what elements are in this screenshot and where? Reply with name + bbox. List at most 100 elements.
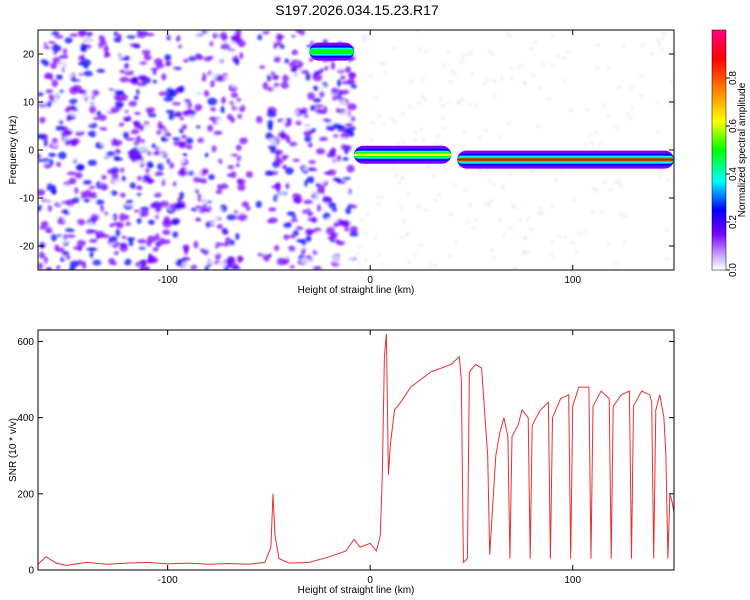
noise-speck xyxy=(292,110,300,116)
noise-speck xyxy=(447,101,451,105)
noise-speck xyxy=(577,232,581,236)
noise-speck xyxy=(331,207,338,213)
noise-speck xyxy=(214,242,225,247)
noise-speck xyxy=(344,226,349,232)
noise-speck xyxy=(280,134,286,140)
noise-speck xyxy=(75,172,83,179)
noise-speck xyxy=(163,142,173,147)
noise-speck xyxy=(137,143,148,152)
noise-speck xyxy=(164,54,172,62)
colorbar-ticks: 0.0 0.2 0.4 0.6 0.8 xyxy=(726,71,739,277)
noise-speck xyxy=(82,257,91,262)
noise-speck xyxy=(147,255,156,262)
noise-speck xyxy=(137,253,147,258)
noise-speck xyxy=(197,193,202,202)
noise-speck xyxy=(192,176,202,183)
noise-speck xyxy=(487,180,491,184)
noise-speck xyxy=(146,240,152,247)
noise-speck xyxy=(38,262,43,270)
noise-speck xyxy=(45,194,53,201)
noise-speck xyxy=(106,244,113,248)
noise-speck xyxy=(183,99,191,103)
noise-speck xyxy=(321,176,326,184)
noise-speck xyxy=(126,115,132,121)
noise-speck xyxy=(332,122,343,129)
noise-speck xyxy=(279,34,285,38)
noise-speck xyxy=(343,246,352,253)
noise-speck xyxy=(441,104,445,108)
noise-speck xyxy=(291,49,299,56)
noise-speck xyxy=(286,120,292,126)
noise-speck xyxy=(154,207,161,213)
noise-speck xyxy=(291,97,299,101)
noise-speck xyxy=(493,94,497,98)
noise-speck xyxy=(300,257,310,264)
noise-speck xyxy=(311,216,318,224)
noise-speck xyxy=(228,50,235,57)
noise-speck xyxy=(65,255,71,260)
noise-speck xyxy=(235,232,240,241)
noise-speck xyxy=(48,73,54,81)
noise-speck xyxy=(241,201,249,208)
snr-ytick-label: 400 xyxy=(17,413,34,424)
noise-speck xyxy=(217,75,225,82)
noise-speck xyxy=(204,152,209,158)
noise-speck xyxy=(376,202,380,206)
noise-speck xyxy=(529,47,533,51)
noise-speck xyxy=(136,30,142,35)
noise-speck xyxy=(349,231,359,237)
noise-speck xyxy=(164,150,172,155)
noise-speck xyxy=(175,248,183,256)
noise-speck xyxy=(89,105,97,114)
noise-speck xyxy=(305,208,312,212)
noise-speck xyxy=(83,70,93,77)
noise-speck xyxy=(419,128,423,132)
noise-speck xyxy=(512,267,516,270)
noise-speck xyxy=(92,259,102,266)
noise-speck xyxy=(178,128,184,134)
noise-speck xyxy=(132,78,138,82)
noise-speck xyxy=(52,57,61,64)
noise-speck xyxy=(225,179,231,184)
noise-speck xyxy=(50,253,58,259)
noise-speck xyxy=(84,137,90,141)
noise-speck xyxy=(220,182,229,190)
noise-speck xyxy=(267,137,278,146)
noise-speck xyxy=(152,247,159,252)
snr-ticks: -100 0 100 0 200 400 600 xyxy=(17,330,674,586)
noise-speck xyxy=(283,234,290,240)
noise-speck xyxy=(596,66,600,70)
noise-speck xyxy=(650,52,654,56)
noise-speck xyxy=(348,72,356,79)
noise-speck xyxy=(178,85,186,93)
noise-speck xyxy=(140,139,145,144)
noise-speck xyxy=(153,192,163,198)
noise-speck xyxy=(124,203,134,207)
carrier-track xyxy=(353,145,452,164)
noise-speck xyxy=(64,107,71,113)
noise-speck xyxy=(153,58,163,66)
noise-speck xyxy=(304,135,313,143)
noise-speck xyxy=(46,266,52,270)
noise-speck xyxy=(210,71,219,79)
noise-speck xyxy=(227,48,236,52)
noise-speck xyxy=(146,161,154,169)
noise-speck xyxy=(624,214,628,218)
noise-speck xyxy=(267,119,274,128)
noise-speck xyxy=(220,106,226,114)
noise-speck xyxy=(523,81,527,85)
noise-speck xyxy=(325,121,334,127)
noise-speck xyxy=(437,193,441,197)
noise-speck xyxy=(337,196,346,205)
noise-speck xyxy=(522,249,526,253)
noise-speck xyxy=(150,203,158,209)
noise-speck xyxy=(84,92,94,99)
noise-speck xyxy=(427,165,431,169)
noise-speck xyxy=(165,42,176,46)
snr-ytick-label: 600 xyxy=(17,337,34,348)
noise-speck xyxy=(344,200,353,204)
noise-speck xyxy=(435,134,439,138)
noise-speck xyxy=(136,160,144,165)
noise-speck xyxy=(667,178,671,182)
noise-speck xyxy=(245,206,251,211)
